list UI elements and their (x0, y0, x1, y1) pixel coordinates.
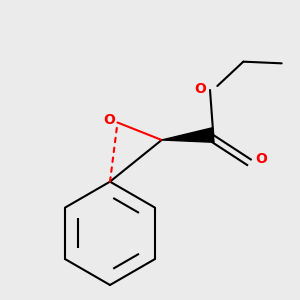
Text: O: O (255, 152, 267, 166)
Text: O: O (195, 82, 207, 96)
Text: O: O (103, 113, 115, 127)
Polygon shape (162, 128, 214, 142)
